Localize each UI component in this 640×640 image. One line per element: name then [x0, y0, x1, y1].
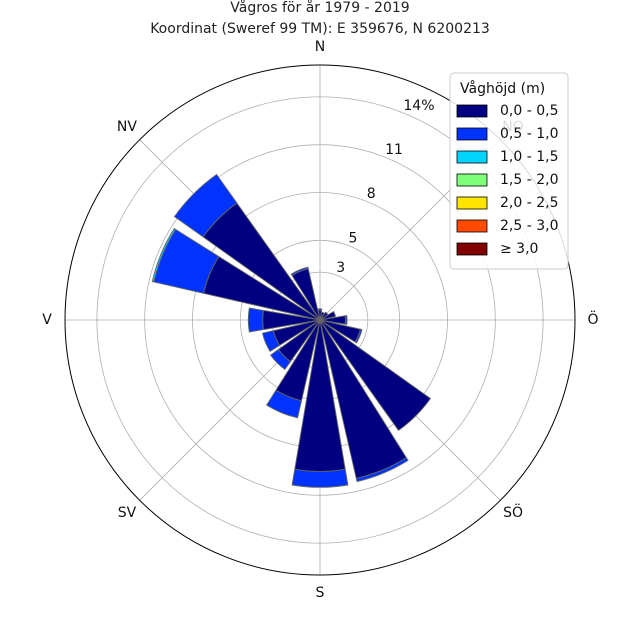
legend-label: 0,5 - 1,0: [500, 126, 558, 142]
sector-bar-segment: [290, 266, 309, 277]
chart-title: Vågros för år 1979 - 2019: [230, 0, 409, 16]
sector-bars: [151, 173, 432, 488]
sector-bar-segment: [344, 314, 348, 326]
direction-label: V: [42, 312, 52, 328]
radial-tick-label: 3: [336, 260, 345, 276]
legend-swatch: [456, 127, 488, 141]
direction-label: SÖ: [503, 503, 523, 521]
legend-swatch: [456, 104, 488, 118]
sector-bar-segment: [319, 310, 337, 321]
sector-bar-segment: [261, 330, 281, 352]
legend-label: ≥ 3,0: [500, 241, 538, 257]
radial-tick-label: 11: [385, 142, 403, 158]
direction-label: N: [315, 39, 325, 55]
legend-label: 2,5 - 3,0: [500, 218, 558, 234]
direction-label: NV: [117, 119, 137, 135]
sector-bar-segment: [291, 468, 349, 488]
sector-bar-segment: [266, 389, 303, 419]
legend-swatch: [456, 150, 488, 164]
legend-label: 0,0 - 0,5: [500, 103, 558, 119]
direction-label: SV: [118, 505, 137, 521]
legend-label: 1,0 - 1,5: [500, 149, 558, 165]
radial-tick-label: 14%: [403, 98, 434, 114]
legend-swatch: [456, 196, 488, 210]
sector-bar-segment: [317, 308, 323, 312]
legend-label: 1,5 - 2,0: [500, 172, 558, 188]
outer-circle: [64, 64, 576, 576]
legend-swatch: [456, 242, 488, 256]
legend-swatch: [456, 219, 488, 233]
radial-tick-label: 8: [367, 186, 376, 202]
sector-bar-segment: [247, 307, 264, 333]
sector-bar-segment: [151, 227, 177, 283]
legend-items: 0,0 - 0,5 0,5 - 1,0 1,0 - 1,5 1,5 - 2,0 2,0 …: [456, 103, 558, 257]
sector-bar-segment: [270, 348, 292, 370]
legend: Våghöjd (m) 0,0 - 0,5 0,5 - 1,0 1,0 - 1,5 1…: [449, 72, 569, 270]
radial-tick-label: 5: [348, 230, 357, 246]
legend-swatch: [456, 173, 488, 187]
legend-label: 2,0 - 2,5: [500, 195, 558, 211]
direction-label: Ö: [587, 310, 598, 328]
sector-bar-segment: [173, 173, 238, 238]
direction-label: S: [316, 585, 325, 601]
sector-bar-segment: [319, 319, 432, 432]
sector-bar-segment: [355, 457, 409, 483]
legend-title: Våghöjd (m): [460, 80, 545, 97]
radial-tick-labels: 35 8 11 14%: [336, 98, 434, 276]
chart-subtitle: Koordinat (Sweref 99 TM): E 359676, N 62…: [150, 21, 490, 37]
sector-bar-segment: [354, 328, 363, 344]
sector-bar-segment: [319, 311, 329, 321]
